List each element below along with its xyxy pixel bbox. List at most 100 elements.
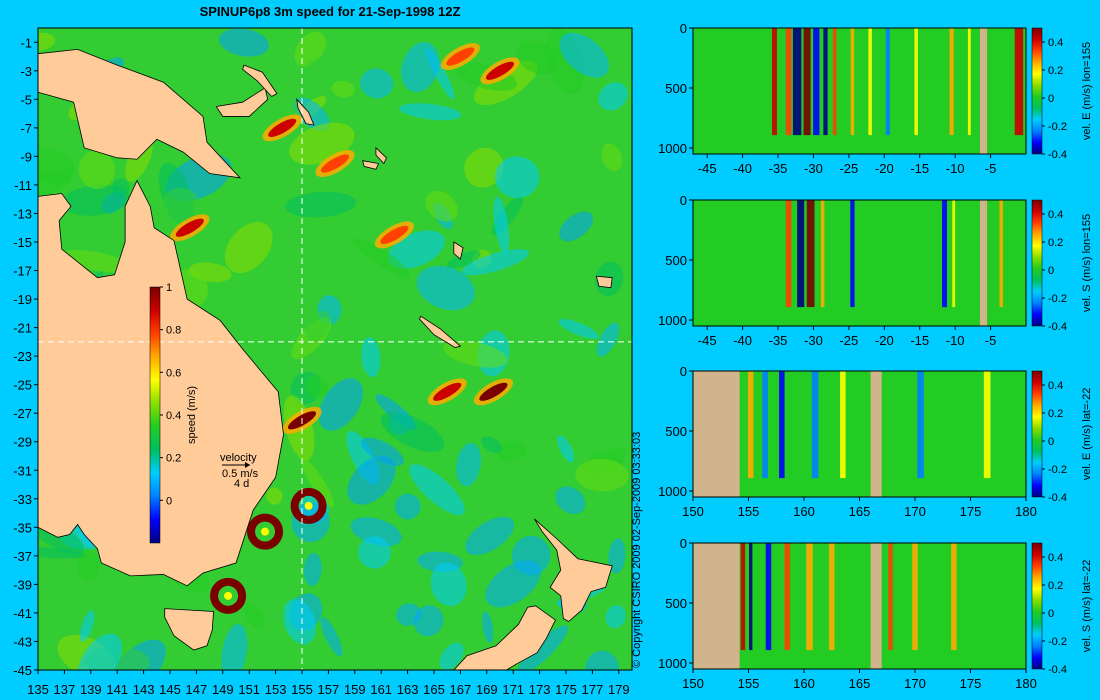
section1-colorbar-tick-label: 0.2: [1048, 65, 1063, 77]
section4-x-tick-label: 155: [738, 676, 760, 691]
speed-patch: [331, 80, 355, 98]
section4-x-tick-label: 180: [1015, 676, 1037, 691]
section1-jet: [1014, 28, 1024, 136]
map-y-tick-label: -37: [13, 549, 32, 564]
section3-jet: [779, 371, 785, 479]
section3-x-tick-label: 165: [849, 504, 871, 519]
map-colorbar-tick-label: 1: [166, 282, 172, 294]
speed-patch: [38, 32, 56, 51]
map-x-tick-label: 163: [397, 682, 419, 697]
section2-jet: [820, 200, 825, 308]
current-mark: [320, 154, 350, 173]
speed-patch: [62, 184, 131, 216]
section4-jet: [888, 543, 893, 651]
map-x-tick-label: 177: [582, 682, 604, 697]
section1-x-tick-label: -35: [769, 161, 788, 176]
map-colorbar-tick-label: 0.8: [166, 325, 181, 337]
section2-colorbar-tick-label: 0.4: [1048, 209, 1063, 221]
section3-jet: [917, 371, 924, 479]
page-title: SPINUP6p8 3m speed for 21-Sep-1998 12Z: [199, 4, 461, 19]
speed-patch: [496, 440, 527, 462]
speed-patch: [598, 82, 628, 111]
map-y-tick-label: -43: [13, 634, 32, 649]
section3-x-tick-label: 155: [738, 504, 760, 519]
eddy-core: [261, 527, 270, 536]
map-y-tick-label: -11: [14, 178, 32, 193]
section3-jet: [840, 371, 846, 479]
map-x-tick-label: 173: [529, 682, 551, 697]
speed-patch: [243, 602, 266, 629]
speed-patch: [439, 642, 464, 670]
copyright-note: © Copyright CSIRO 2009 02-Sep-2009 03:33…: [631, 431, 643, 668]
speed-patch: [305, 64, 317, 84]
section4-background: [693, 543, 1026, 669]
australia-land: [38, 179, 284, 670]
section1-y-tick-label: 500: [665, 81, 687, 96]
section2-x-tick-label: -40: [733, 333, 752, 348]
section2-jet: [806, 200, 815, 308]
section4-x-tick-label: 150: [682, 676, 704, 691]
section1-jet: [914, 28, 918, 136]
speed-patch: [266, 487, 283, 505]
speed-patch: [589, 414, 632, 455]
section4-land: [693, 543, 740, 669]
section1-jet: [785, 28, 792, 136]
velocity-legend-arrowhead: [245, 462, 250, 468]
section1-jet: [832, 28, 837, 136]
speed-patch: [596, 322, 620, 357]
section3-background: [693, 371, 1026, 497]
section3-x-tick-label: 150: [682, 504, 704, 519]
map-y-tick-label: -41: [13, 606, 32, 621]
section3-colorbar-tick-label: 0: [1048, 436, 1054, 448]
speed-patch: [399, 103, 462, 121]
map-colorbar-tick-label: 0.6: [166, 367, 181, 379]
new-zealand-land: [533, 518, 613, 622]
section2-colorbar-tick-label: -0.2: [1048, 293, 1067, 305]
map-y-tick-label: -31: [13, 463, 32, 478]
section1-y-tick-label: 0: [680, 21, 687, 36]
section3-land: [870, 371, 882, 497]
map-y-tick-label: -21: [13, 321, 32, 336]
eddy-mark: [210, 577, 247, 614]
new-guinea-land: [38, 48, 242, 179]
speed-patch: [303, 552, 322, 587]
speed-patch: [516, 40, 559, 75]
map-x-tick-label: 137: [54, 682, 76, 697]
map-colorbar-tick-label: 0: [166, 495, 172, 507]
map-y-tick-label: -23: [13, 349, 32, 364]
section1-x-tick-label: -25: [839, 161, 858, 176]
map-y-tick-label: -39: [13, 577, 32, 592]
guadalcanal-land: [362, 160, 380, 170]
section2-background: [693, 200, 1026, 326]
speed-patch: [517, 625, 569, 670]
section3-jet: [747, 371, 754, 479]
section2-x-tick-label: -15: [910, 333, 929, 348]
section4-colorbar-tick-label: 0: [1048, 608, 1054, 620]
section2-x-tick-label: -25: [839, 333, 858, 348]
map-x-tick-label: 179: [608, 682, 630, 697]
speed-patch: [59, 249, 130, 273]
section4-colorbar: [1031, 542, 1043, 670]
velocity-legend-time: 4 d: [234, 478, 249, 490]
section2-colorbar-tick-label: 0: [1048, 265, 1054, 277]
map-x-tick-label: 139: [80, 682, 102, 697]
speed-patch: [608, 538, 626, 574]
section2-x-tick-label: -45: [698, 333, 717, 348]
section2-panel: [692, 199, 1027, 327]
section2-x-tick-label: -35: [769, 333, 788, 348]
section3-y-tick-label: 1000: [658, 484, 687, 499]
map-y-tick-label: -7: [20, 121, 32, 136]
map-x-tick-label: 135: [27, 682, 49, 697]
speed-patch: [320, 616, 343, 657]
section3-land: [693, 371, 740, 497]
map-x-tick-label: 155: [291, 682, 313, 697]
section1-colorbar: [1031, 27, 1043, 155]
section1-x-tick-label: -15: [910, 161, 929, 176]
section4-x-tick-label: 160: [793, 676, 815, 691]
section4-x-tick-label: 170: [904, 676, 926, 691]
speed-patch: [482, 611, 494, 643]
eddy-core: [224, 591, 233, 600]
section1-jet: [868, 28, 872, 136]
speed-patch: [559, 211, 594, 242]
